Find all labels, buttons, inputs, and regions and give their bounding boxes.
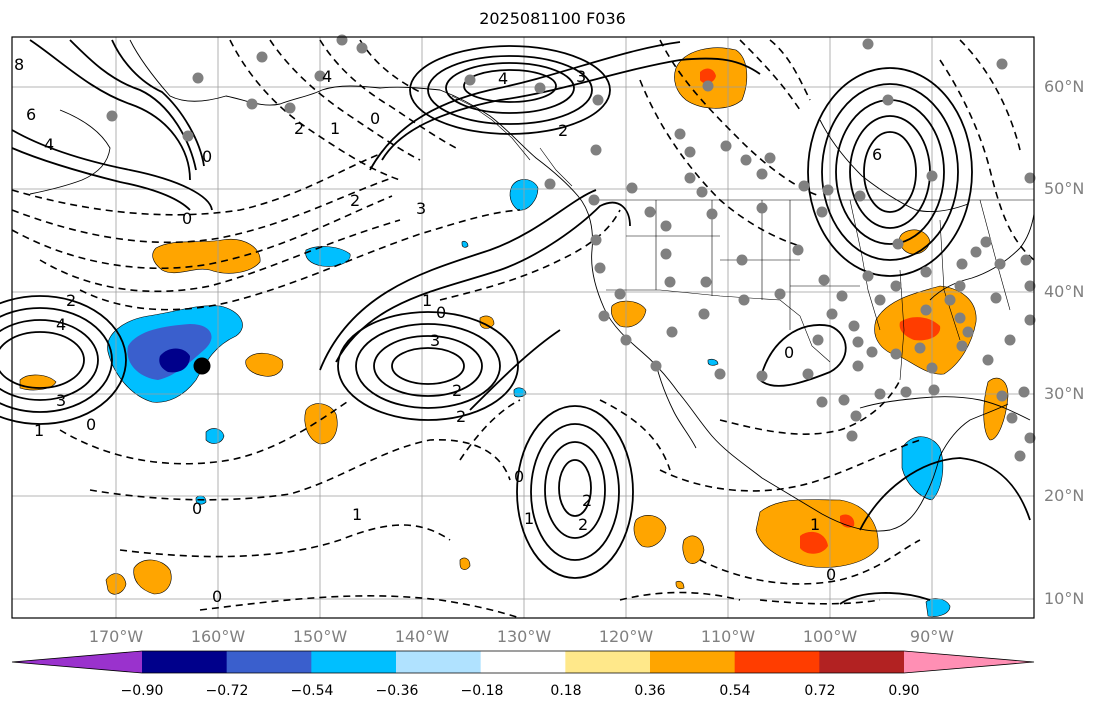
lat-label: 30°N	[1044, 384, 1085, 403]
lon-label: 110°W	[700, 627, 756, 646]
contour-labels: 8 6 4 4 3 2 2 2 1 0 0 0 0 3 2 4 3 1 0 1 …	[14, 55, 882, 606]
contour-label: 0	[192, 499, 202, 518]
contour-label: 1	[810, 515, 820, 534]
colorbar-tick-label: 0.54	[719, 683, 751, 699]
contour-label: 2	[350, 191, 360, 210]
contour-label: 3	[576, 67, 586, 86]
colorbar-tick-label: −0.18	[460, 683, 504, 699]
colorbar	[11, 650, 1035, 674]
contour-label: 0	[826, 565, 836, 584]
colorbar-swatch	[480, 651, 566, 673]
lon-label: 150°W	[292, 627, 348, 646]
contour-label: 1	[422, 291, 432, 310]
colorbar-swatch	[226, 651, 312, 673]
lat-label: 60°N	[1044, 77, 1085, 96]
colorbar-outline	[11, 650, 1035, 674]
contour-label: 1	[330, 119, 340, 138]
colorbar-swatch	[819, 651, 905, 673]
colorbar-swatch	[565, 651, 651, 673]
lon-label: 120°W	[598, 627, 654, 646]
contour-label: 6	[872, 145, 882, 164]
solid-contours	[0, 39, 1031, 605]
station-markers	[106, 34, 1036, 462]
lat-label: 40°N	[1044, 282, 1085, 301]
black-station-marker	[193, 357, 211, 375]
colorbar-swatch	[734, 651, 820, 673]
map-frame	[11, 36, 1035, 619]
contour-label: 0	[370, 109, 380, 128]
colorbar-tick-label: −0.54	[290, 683, 334, 699]
contour-label: 1	[34, 421, 44, 440]
contour-label: 0	[182, 209, 192, 228]
contour-label: 3	[416, 199, 426, 218]
colorbar-tick-label: 0.18	[550, 683, 582, 699]
colorbar-tick-label: 0.90	[888, 683, 920, 699]
lon-label: 100°W	[802, 627, 858, 646]
contour-label: 3	[56, 391, 66, 410]
map-gridlines	[12, 37, 1034, 618]
contour-label: 0	[212, 587, 222, 606]
contour-label: 2	[456, 407, 466, 426]
colorbar-tick-label: −0.90	[120, 683, 164, 699]
contour-label: 2	[578, 515, 588, 534]
colorbar-swatch	[650, 651, 736, 673]
lat-label: 20°N	[1044, 486, 1085, 505]
contour-label: 0	[202, 147, 212, 166]
dashed-contours	[11, 39, 1035, 619]
lon-label: 90°W	[909, 627, 955, 646]
colorbar-swatch	[12, 651, 142, 673]
lon-label: 160°W	[190, 627, 246, 646]
colorbar-swatch	[142, 651, 228, 673]
colorbar-swatch	[311, 651, 397, 673]
colorbar-tick-label: 0.36	[634, 683, 666, 699]
contour-label: 4	[322, 67, 332, 86]
lat-label: 50°N	[1044, 179, 1085, 198]
contour-label: 4	[498, 69, 508, 88]
contour-label: 2	[294, 119, 304, 138]
contour-label: 2	[66, 291, 76, 310]
contour-label: 8	[14, 55, 24, 74]
contour-label: 1	[352, 505, 362, 524]
contour-label: 0	[514, 467, 524, 486]
colorbar-tick-label: −0.36	[375, 683, 419, 699]
contour-label: 0	[436, 303, 446, 322]
colorbar-swatch	[904, 651, 1034, 673]
lat-label: 10°N	[1044, 589, 1085, 608]
colorbar-tick-label: −0.72	[205, 683, 249, 699]
lon-label: 170°W	[88, 627, 144, 646]
contour-label: 1	[524, 509, 534, 528]
lon-label: 130°W	[496, 627, 552, 646]
contour-label: 0	[784, 343, 794, 362]
contour-label: 2	[558, 121, 568, 140]
colorbar-swatch	[396, 651, 482, 673]
contour-label: 6	[26, 105, 36, 124]
contour-label: 4	[56, 315, 66, 334]
contour-label: 2	[582, 491, 592, 510]
lon-label: 140°W	[394, 627, 450, 646]
contour-label: 0	[86, 415, 96, 434]
shaded-negative-fields	[107, 179, 951, 617]
map-title: 2025081100 F036	[479, 9, 626, 28]
contour-label: 3	[430, 331, 440, 350]
contour-label: 2	[452, 381, 462, 400]
contour-label: 4	[44, 135, 54, 154]
colorbar-tick-label: 0.72	[804, 683, 836, 699]
